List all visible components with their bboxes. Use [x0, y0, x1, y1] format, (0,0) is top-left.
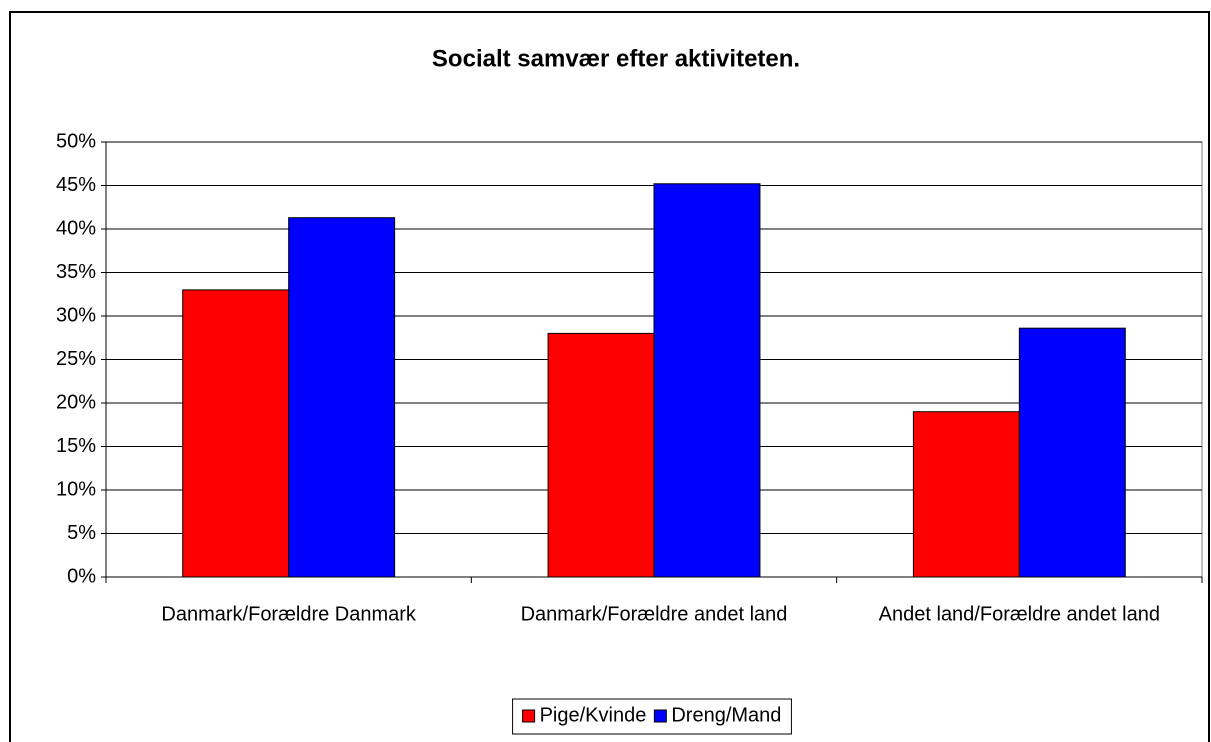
x-tick-label: Danmark/Forældre andet land — [521, 603, 788, 625]
chart-title: Socialt samvær efter aktiviteten. — [432, 45, 800, 72]
bar — [547, 332, 655, 578]
bar — [1018, 327, 1126, 578]
bar — [653, 183, 761, 578]
y-tick-label: 35% — [56, 261, 96, 283]
y-tick-label: 0% — [67, 565, 96, 587]
bar — [182, 289, 290, 578]
x-tick-label: Danmark/Forældre Danmark — [161, 603, 417, 625]
legend-label: Dreng/Mand — [671, 704, 781, 726]
legend-swatch — [522, 709, 536, 723]
x-tick-label: Andet land/Forældre andet land — [879, 603, 1160, 625]
y-tick-label: 20% — [56, 391, 96, 413]
y-tick-label: 15% — [56, 435, 96, 457]
y-tick-label: 30% — [56, 304, 96, 326]
bar — [288, 217, 396, 578]
y-tick-label: 5% — [67, 522, 96, 544]
bar — [912, 411, 1020, 578]
y-tick-label: 50% — [56, 130, 96, 152]
legend-swatch — [653, 709, 667, 723]
legend-box — [512, 698, 792, 735]
legend-label: Pige/Kvinde — [540, 704, 647, 726]
y-tick-label: 40% — [56, 217, 96, 239]
y-tick-label: 10% — [56, 478, 96, 500]
y-tick-label: 25% — [56, 348, 96, 370]
y-tick-label: 45% — [56, 174, 96, 196]
